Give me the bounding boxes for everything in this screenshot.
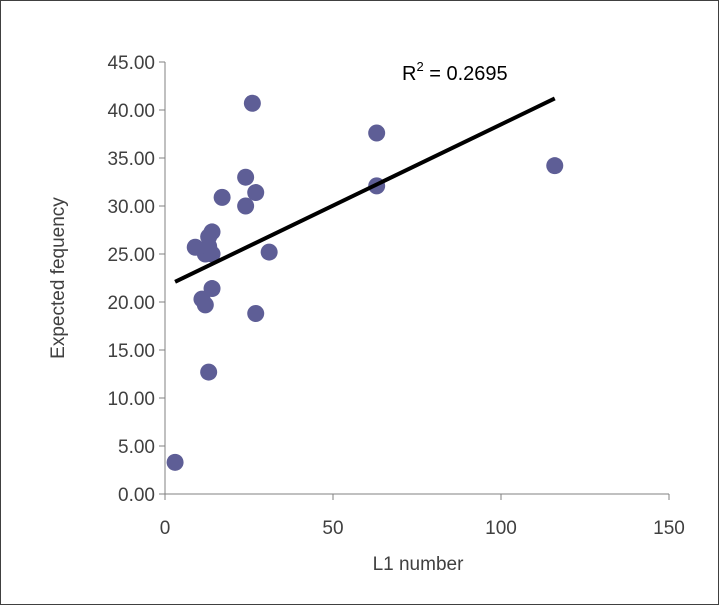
data-point [260,243,278,261]
y-tick-label: 10.00 [107,389,155,410]
y-tick-label: 5.00 [118,437,155,458]
x-tick-label: 0 [160,518,171,539]
y-tick-label: 0.00 [118,485,155,506]
y-tick-label: 40.00 [107,101,155,122]
data-point [243,94,261,112]
x-tick-label: 150 [653,518,685,539]
y-tick-label: 30.00 [107,197,155,218]
trendline [174,96,556,284]
data-point [213,188,231,206]
y-tick-label: 25.00 [107,245,155,266]
data-point [237,168,255,186]
data-point [203,280,221,298]
x-tick-label: 100 [485,518,517,539]
data-points [166,94,564,471]
y-tick-labels: 0.00 5.00 10.00 15.00 20.00 25.00 30.00 35.00 40… [107,53,155,506]
data-point [196,296,214,314]
data-point [166,453,184,471]
y-tick-label: 15.00 [107,341,155,362]
data-point [203,245,221,263]
data-point [546,157,564,175]
y-tick-label: 35.00 [107,149,155,170]
x-tick-label: 50 [322,518,343,539]
data-point [200,363,218,381]
y-tick-label: 45.00 [107,53,155,74]
x-axis-title: L1 number [373,554,465,575]
y-axis-title: Expected fequency [48,197,69,359]
axes [159,61,670,500]
data-point [368,124,386,142]
data-point [247,184,265,202]
y-tick-label: 20.00 [107,293,155,314]
x-tick-labels: 0 50 100 150 [160,518,685,539]
r-squared-annotation: R2 = 0.2695 [402,59,508,85]
data-point [247,305,265,323]
data-point [203,223,221,241]
data-point [237,197,255,215]
